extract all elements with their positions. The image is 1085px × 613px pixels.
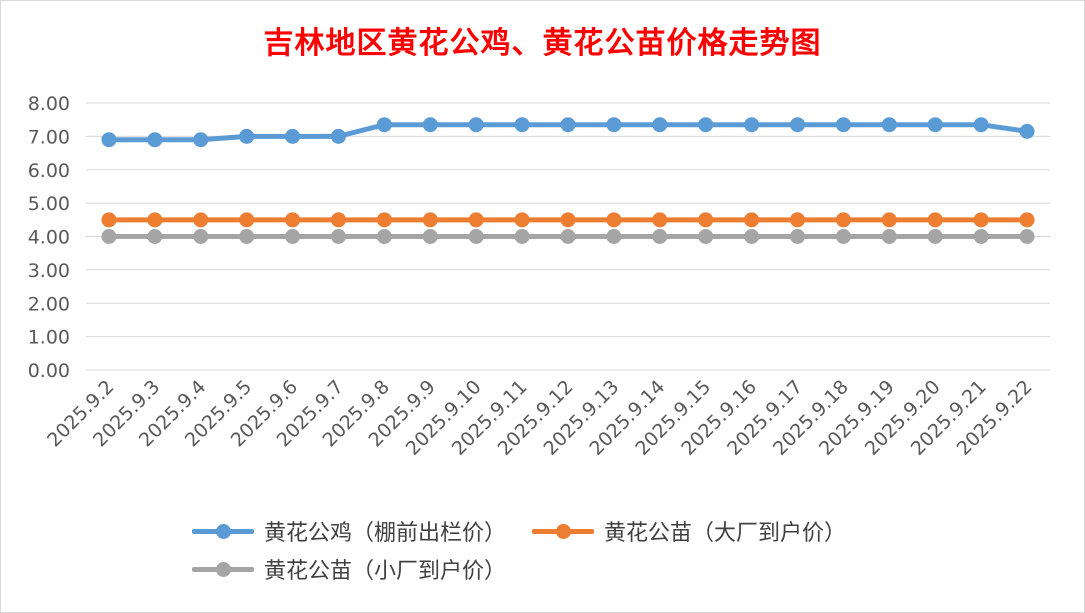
- data-point-series-2: [193, 212, 209, 228]
- data-point-series-2: [927, 212, 943, 228]
- data-point-series-1: [330, 128, 346, 144]
- data-point-series-2: [790, 212, 806, 228]
- data-point-series-1: [652, 117, 668, 133]
- data-point-series-2: [606, 212, 622, 228]
- data-point-series-2: [514, 212, 530, 228]
- data-point-series-2: [468, 212, 484, 228]
- data-point-series-3: [285, 229, 301, 244]
- data-point-series-2: [239, 212, 255, 228]
- data-point-series-3: [101, 229, 117, 244]
- data-point-series-3: [468, 229, 484, 244]
- data-point-series-1: [790, 117, 806, 133]
- data-point-series-1: [1019, 123, 1035, 139]
- legend-label-series-2: 黄花公苗（大厂到户价）: [604, 521, 847, 546]
- data-point-series-1: [744, 117, 760, 133]
- data-point-series-3: [514, 229, 530, 244]
- data-point-series-1: [147, 132, 163, 148]
- legend: 黄花公鸡（棚前出栏价） 黄花公苗（大厂到户价） 黄花公苗（小厂到户价）: [192, 512, 1012, 588]
- data-point-series-2: [652, 212, 668, 228]
- y-tick-label: 0.00: [28, 360, 70, 382]
- data-point-series-2: [330, 212, 346, 228]
- data-point-series-3: [835, 229, 851, 244]
- data-point-series-2: [744, 212, 760, 228]
- data-point-series-1: [927, 117, 943, 133]
- legend-item-series-3: 黄花公苗（小厂到户价）: [192, 553, 506, 585]
- data-point-series-1: [698, 117, 714, 133]
- data-point-series-2: [101, 212, 117, 228]
- data-point-series-1: [606, 117, 622, 133]
- data-point-series-3: [606, 229, 622, 244]
- legend-swatch-series-3: [192, 559, 254, 579]
- y-tick-label: 1.00: [28, 327, 70, 349]
- data-point-series-1: [560, 117, 576, 133]
- data-point-series-3: [422, 229, 438, 244]
- data-point-series-2: [376, 212, 392, 228]
- data-point-series-3: [927, 229, 943, 244]
- chart-title: 吉林地区黄花公鸡、黄花公苗价格走势图: [263, 26, 822, 61]
- y-tick-label: 2.00: [28, 293, 70, 315]
- data-point-series-2: [1019, 212, 1035, 228]
- data-point-series-3: [744, 229, 760, 244]
- y-tick-label: 7.00: [28, 126, 70, 148]
- data-point-series-1: [973, 117, 989, 133]
- data-point-series-2: [698, 212, 714, 228]
- legend-label-series-3: 黄花公苗（小厂到户价）: [264, 559, 507, 584]
- data-point-series-1: [514, 117, 530, 133]
- data-point-series-3: [790, 229, 806, 244]
- data-point-series-2: [973, 212, 989, 228]
- data-point-series-3: [652, 229, 668, 244]
- data-point-series-1: [468, 117, 484, 133]
- data-point-series-1: [881, 117, 897, 133]
- legend-swatch-series-2: [532, 521, 595, 541]
- data-point-series-2: [422, 212, 438, 228]
- data-point-series-1: [835, 117, 851, 133]
- data-point-series-3: [881, 229, 897, 244]
- data-point-series-3: [376, 229, 392, 244]
- data-point-series-3: [560, 229, 576, 244]
- data-point-series-3: [330, 229, 346, 244]
- data-point-series-3: [698, 229, 714, 244]
- data-point-series-2: [285, 212, 301, 228]
- data-point-series-3: [147, 229, 163, 244]
- y-tick-label: 8.00: [28, 93, 70, 115]
- legend-row-1: 黄花公鸡（棚前出栏价） 黄花公苗（大厂到户价）: [192, 512, 1012, 550]
- data-point-series-1: [193, 132, 209, 148]
- legend-row-2: 黄花公苗（小厂到户价）: [192, 550, 1012, 588]
- data-point-series-3: [973, 229, 989, 244]
- data-point-series-3: [1019, 229, 1035, 244]
- data-point-series-1: [101, 132, 117, 148]
- y-tick-label: 5.00: [28, 193, 70, 215]
- data-point-series-2: [881, 212, 897, 228]
- legend-swatch-series-1: [192, 521, 254, 541]
- data-point-series-2: [835, 212, 851, 228]
- legend-item-series-2: 黄花公苗（大厂到户价）: [532, 515, 846, 547]
- legend-item-series-1: 黄花公鸡（棚前出栏价）: [192, 515, 506, 547]
- data-point-series-3: [239, 229, 255, 244]
- data-point-series-1: [376, 117, 392, 133]
- data-point-series-2: [147, 212, 163, 228]
- data-point-series-2: [560, 212, 576, 228]
- legend-label-series-1: 黄花公鸡（棚前出栏价）: [264, 521, 507, 546]
- data-point-series-1: [239, 128, 255, 144]
- data-point-series-1: [422, 117, 438, 133]
- y-tick-label: 3.00: [28, 260, 70, 282]
- data-point-series-3: [193, 229, 209, 244]
- y-tick-label: 4.00: [28, 227, 70, 249]
- data-point-series-1: [285, 128, 301, 144]
- y-tick-label: 6.00: [28, 160, 70, 182]
